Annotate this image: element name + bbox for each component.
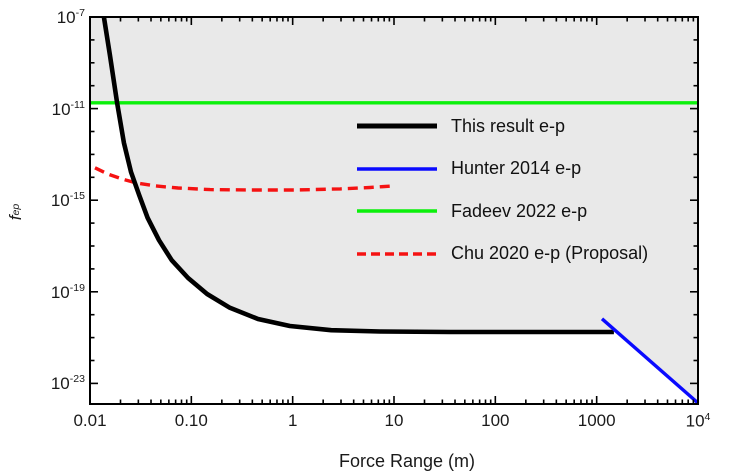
x-axis-title: Force Range (m) — [338, 451, 476, 471]
series-line-chu-2020-e-p-proposal- — [94, 166, 394, 192]
legend-label: Chu 2020 e-p (Proposal) — [451, 243, 649, 264]
series-line-hunter-2014-e-p — [600, 317, 700, 405]
x-tick-label: 100 — [481, 411, 510, 430]
legend-line-sample — [357, 251, 437, 256]
legend-line-sample — [357, 166, 437, 171]
y-axis-title: f ep — [3, 192, 29, 232]
legend-item-this-result-e-p: This result e-p — [356, 105, 648, 148]
y-tick-label: 10-23 — [50, 373, 85, 394]
legend-label: Fadeev 2022 e-p — [451, 200, 588, 221]
legend-label: This result e-p — [451, 115, 566, 136]
legend: This result e-p Hunter 2014 e-p Fadeev 202… — [356, 105, 648, 275]
y-tick-label: 10-19 — [50, 281, 85, 302]
series-line-this-result-e-p — [101, 16, 614, 335]
x-tick-label: 1 — [287, 411, 298, 430]
legend-item-fadeev-2022-e-p: Fadeev 2022 e-p — [356, 190, 648, 233]
y-axis-title-base: f — [6, 215, 25, 221]
y-axis-title-sup: ep — [10, 203, 22, 216]
x-tick-label: 0.01 — [73, 411, 107, 430]
y-tick-label: 10-11 — [51, 98, 85, 119]
y-tick-label: 10-15 — [50, 190, 85, 211]
legend-item-hunter-2014-e-p: Hunter 2014 e-p — [356, 148, 648, 191]
x-tick-label: 104 — [685, 411, 711, 431]
legend-label: Hunter 2014 e-p — [451, 158, 582, 179]
y-tick-label: 10-7 — [56, 7, 85, 27]
legend-line-sample — [357, 123, 437, 129]
x-tick-label: 10 — [384, 411, 404, 430]
x-tick-label: 1000 — [577, 411, 616, 430]
legend-line-sample — [357, 209, 437, 214]
legend-item-chu-2020-e-p-proposal-: Chu 2020 e-p (Proposal) — [356, 233, 648, 276]
x-tick-label: 0.10 — [174, 411, 208, 430]
